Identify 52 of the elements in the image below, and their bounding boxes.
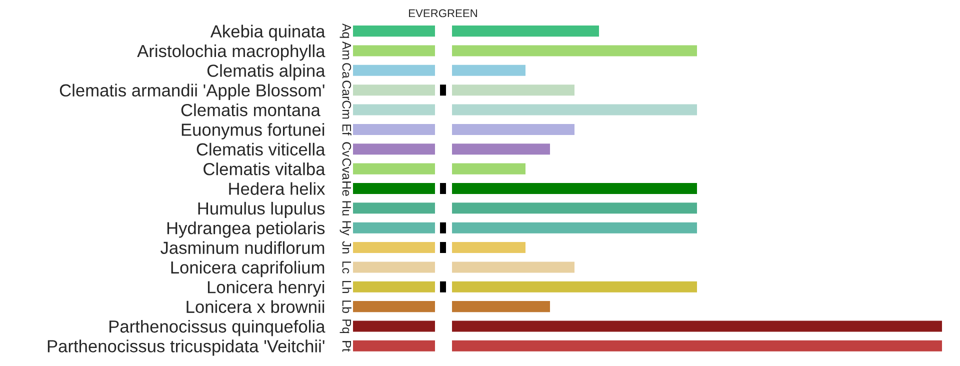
y2-tick-label: Am xyxy=(342,41,351,60)
y-tick-label: Clematis montana xyxy=(181,103,320,116)
y2-tick-label: Cv xyxy=(342,142,352,157)
y2-tick-label: Lb xyxy=(342,300,352,313)
bar xyxy=(452,45,697,56)
bar xyxy=(452,242,526,254)
chart-title: EVERGREEN xyxy=(409,9,477,18)
y-tick-label: Hedera helix xyxy=(229,182,326,195)
y-tick-label: Clematis viticella xyxy=(196,142,326,156)
bar xyxy=(452,124,574,135)
y-tick-label: Lonicera x brownii xyxy=(186,300,324,314)
y-tick-label: Lonicera caprifolium xyxy=(171,260,324,278)
bar xyxy=(452,26,599,37)
bar xyxy=(452,163,526,174)
y2-tick-label: Ca xyxy=(342,63,352,78)
y2-tick-label: Hu xyxy=(342,201,351,216)
y2-tick-label: Car xyxy=(342,80,352,100)
y2-tick-label: Pq xyxy=(340,320,351,334)
y-tick-label: Lonicera henryi xyxy=(208,280,324,297)
bar xyxy=(452,104,697,116)
y2-tick-label: Hy xyxy=(340,221,351,236)
y2-tick-label: Ef xyxy=(342,124,352,136)
y-tick-label: Hydrangea petiolaris xyxy=(167,222,325,238)
bar xyxy=(452,182,697,194)
y2-tick-label: Lc xyxy=(342,262,351,274)
bar xyxy=(452,202,697,214)
bar xyxy=(452,84,574,96)
bar xyxy=(452,64,526,76)
bar xyxy=(452,301,550,312)
y2-tick-label: Aq xyxy=(340,23,351,38)
bar xyxy=(452,222,697,234)
y2-tick-label: Cm xyxy=(342,100,352,119)
y2-tick-label: Lh xyxy=(342,280,352,294)
y-tick-label: Humulus lupulus xyxy=(198,202,325,218)
y2-tick-label: Cva xyxy=(342,158,352,180)
bar xyxy=(452,320,942,332)
bar xyxy=(452,340,942,352)
y-tick-label: Clematis alpina xyxy=(207,64,326,80)
y2-tick-label: He xyxy=(342,182,351,196)
bar xyxy=(452,281,697,292)
y-tick-label: Akebia quinata xyxy=(210,24,326,41)
y-tick-label: Parthenocissus tricuspidata 'Veitchii' xyxy=(48,340,324,356)
bar xyxy=(452,262,574,273)
y2-tick-label: Jn xyxy=(342,241,351,254)
y-tick-label: Euonymus fortunei xyxy=(182,123,324,140)
y-tick-label: Jasminum nudiflorum xyxy=(160,241,324,254)
bar xyxy=(452,144,550,155)
y-tick-label: Aristolochia macrophylla xyxy=(137,44,326,61)
y2-tick-label: Pt xyxy=(342,341,351,352)
y-tick-label: Clematis armandii 'Apple Blossom' xyxy=(60,84,324,100)
y-tick-label: Parthenocissus quinquefolia xyxy=(110,320,326,336)
y-tick-label: Clematis vitalba xyxy=(204,162,326,176)
